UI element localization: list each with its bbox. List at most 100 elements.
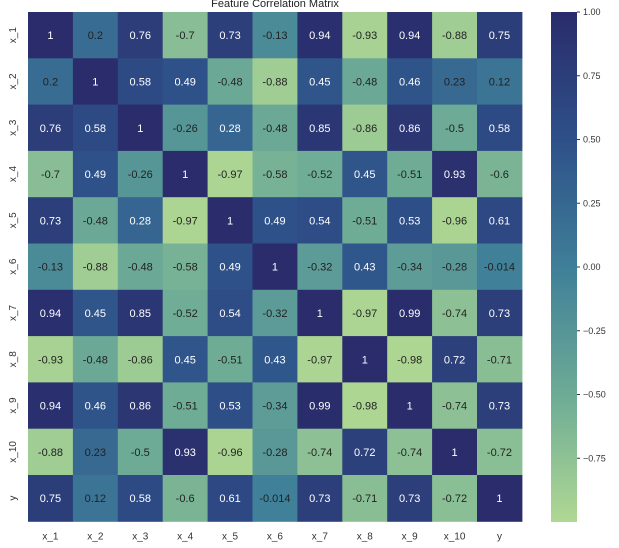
heatmap-cell-value: -0.88 <box>442 30 467 42</box>
heatmap-cell <box>387 58 433 106</box>
heatmap-cell-value: 0.99 <box>399 308 420 320</box>
x-tick-label: x_3 <box>132 531 149 542</box>
heatmap-cell-value: 0.61 <box>219 493 240 505</box>
y-tick-label: x_4 <box>8 166 19 183</box>
colorbar-tick-label: 0.25 <box>583 198 601 208</box>
heatmap-cell <box>432 58 478 106</box>
heatmap-cell-value: -0.97 <box>173 215 198 227</box>
colorbar-tick-label: −0.25 <box>583 326 606 336</box>
heatmap-cell <box>207 289 253 337</box>
colorbar-tick-label: 0.75 <box>583 71 601 81</box>
heatmap-cell-value: 0.12 <box>85 493 106 505</box>
heatmap-cell-value: 0.46 <box>85 401 106 413</box>
heatmap-cell-value: -0.48 <box>218 76 243 88</box>
heatmap-cell <box>162 150 209 198</box>
heatmap-cell-value: 0.23 <box>444 76 465 88</box>
heatmap-cell <box>28 150 74 198</box>
heatmap-cell-value: -0.7 <box>176 30 195 42</box>
heatmap-cell <box>342 243 388 291</box>
heatmap-cell <box>477 12 523 59</box>
heatmap-cell <box>207 150 253 198</box>
heatmap-cell <box>162 12 209 59</box>
heatmap-cell-value: -0.74 <box>442 401 467 413</box>
x-tick-label: x_6 <box>267 531 284 542</box>
heatmap-cell-value: 0.76 <box>130 30 151 42</box>
heatmap-cell-value: -0.98 <box>352 401 377 413</box>
heatmap-cell <box>342 382 388 430</box>
heatmap-cell-value: 0.99 <box>309 401 330 413</box>
chart-title: Feature Correlation Matrix <box>211 0 339 10</box>
heatmap-cell-value: 0.73 <box>219 30 240 42</box>
heatmap-cell <box>297 197 343 244</box>
heatmap-cell-value: -0.28 <box>262 447 287 459</box>
heatmap-cell-value: -0.98 <box>397 354 422 366</box>
heatmap-cell <box>297 150 343 198</box>
y-tick-label: x_7 <box>8 304 19 321</box>
heatmap-cell <box>252 289 298 337</box>
heatmap-cell-value: -0.26 <box>128 169 153 181</box>
heatmap-cell-value: -0.52 <box>173 308 198 320</box>
colorbar-tick-label: −0.50 <box>583 390 606 400</box>
heatmap-cell <box>117 243 164 291</box>
heatmap-cell-value: 0.45 <box>174 354 195 366</box>
heatmap-cell-value: -0.13 <box>38 262 63 274</box>
heatmap-cell <box>207 197 253 244</box>
heatmap-cell <box>28 336 74 383</box>
heatmap-cell-value: 0.73 <box>40 215 61 227</box>
heatmap-cell-value: 0.2 <box>88 30 103 42</box>
heatmap-cell-value: -0.48 <box>128 262 153 274</box>
heatmap-cell <box>117 289 164 337</box>
heatmap-cell-value: -0.48 <box>262 123 287 135</box>
heatmap-cell-value: 0.94 <box>399 30 420 42</box>
y-tick-label: y <box>8 496 19 501</box>
heatmap-cell-value: 0.86 <box>130 401 151 413</box>
heatmap-cell <box>72 150 119 198</box>
heatmap-cell <box>477 104 523 152</box>
heatmap-cell <box>297 104 343 152</box>
heatmap-cell <box>28 243 74 291</box>
heatmap-cell <box>72 336 119 383</box>
heatmap-cell-value: 0.76 <box>40 123 61 135</box>
heatmap-cell <box>207 243 253 291</box>
heatmap-cell-value: -0.74 <box>397 447 422 459</box>
heatmap-cell <box>387 475 433 522</box>
heatmap-cell-value: -0.88 <box>38 447 63 459</box>
heatmap-cell <box>207 428 253 476</box>
heatmap-cell <box>162 197 209 244</box>
heatmap-cell <box>72 475 119 522</box>
heatmap-cell <box>28 58 74 106</box>
heatmap-cell <box>252 336 298 383</box>
heatmap-cell <box>72 197 119 244</box>
colorbar-tick-label: 1.00 <box>583 7 601 17</box>
heatmap-cell <box>432 197 478 244</box>
heatmap-cell <box>252 58 298 106</box>
heatmap-cell-value: 0.12 <box>489 76 510 88</box>
heatmap-cell-value: -0.72 <box>442 493 467 505</box>
heatmap-cell <box>28 289 74 337</box>
heatmap-cell-value: -0.96 <box>442 215 467 227</box>
x-tick-label: x_5 <box>222 531 239 542</box>
heatmap-cell <box>342 475 388 522</box>
heatmap-cell-value: -0.88 <box>83 262 108 274</box>
colorbar-tick-label: 0.00 <box>583 262 601 272</box>
heatmap-cell <box>432 12 478 59</box>
heatmap-cell <box>477 197 523 244</box>
heatmap-cell <box>432 104 478 152</box>
heatmap-cell-value: -0.5 <box>131 447 150 459</box>
heatmap-cell-value: 0.45 <box>309 76 330 88</box>
heatmap-cell <box>387 382 433 430</box>
heatmap-cell <box>342 336 388 383</box>
heatmap-cell <box>117 12 164 59</box>
heatmap-cell <box>72 289 119 337</box>
heatmap-cell-value: 1 <box>272 262 278 274</box>
heatmap-cell-value: 0.53 <box>219 401 240 413</box>
heatmap-cell <box>28 475 74 522</box>
heatmap-cell <box>297 58 343 106</box>
heatmap-cell-value: 0.45 <box>85 308 106 320</box>
heatmap-cell <box>387 428 433 476</box>
heatmap-cell <box>117 382 164 430</box>
heatmap-cell <box>28 197 74 244</box>
heatmap-cell-value: -0.014 <box>259 493 290 505</box>
heatmap-cell <box>297 382 343 430</box>
